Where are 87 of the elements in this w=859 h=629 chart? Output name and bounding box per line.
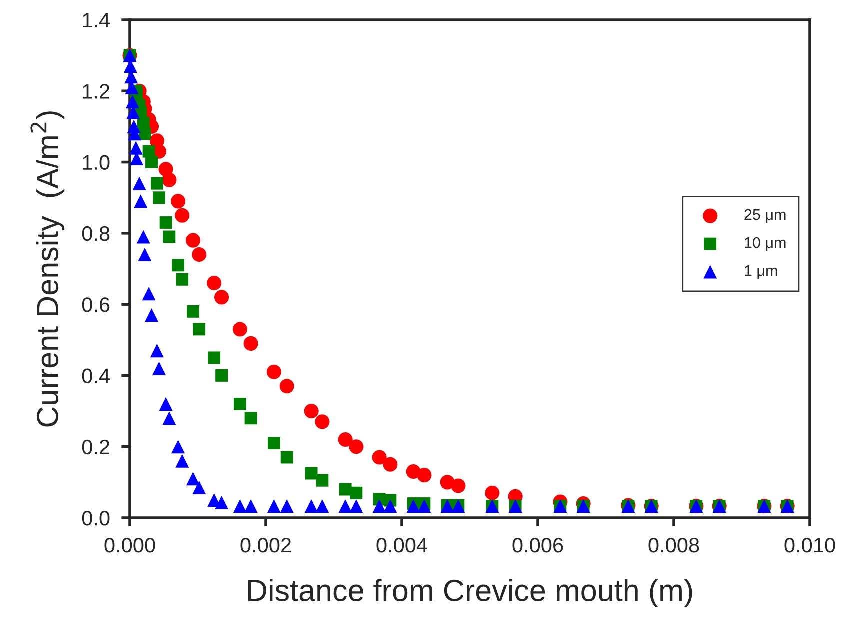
- x-tick-label: 0.010: [784, 538, 836, 553]
- point: [138, 128, 152, 140]
- point: [150, 177, 164, 190]
- point: [126, 95, 140, 109]
- point: [350, 499, 364, 514]
- point: [338, 499, 352, 514]
- point: [172, 259, 184, 272]
- point: [244, 412, 258, 425]
- point: [162, 172, 177, 188]
- point: [214, 290, 230, 305]
- point: [372, 450, 387, 465]
- y-tick-label: 0.6: [82, 298, 110, 312]
- point: [316, 499, 330, 514]
- point: [176, 454, 190, 468]
- legend-label: 10 μm: [745, 237, 786, 251]
- point: [132, 176, 146, 190]
- point: [417, 468, 432, 483]
- point: [232, 322, 248, 337]
- point: [150, 344, 164, 358]
- point: [338, 432, 353, 448]
- x-tick-label: 0.002: [240, 538, 292, 553]
- point: [244, 336, 258, 351]
- point: [175, 208, 190, 223]
- point: [136, 230, 150, 244]
- point: [186, 472, 200, 486]
- point: [268, 437, 280, 450]
- point: [192, 247, 207, 262]
- point: [384, 499, 398, 514]
- point: [162, 412, 176, 426]
- point: [280, 451, 294, 464]
- y-tick-label: 1.2: [83, 84, 110, 99]
- point: [138, 248, 152, 262]
- point: [280, 499, 294, 514]
- point: [244, 499, 258, 514]
- point: [315, 414, 330, 430]
- point: [187, 305, 200, 318]
- point: [266, 364, 282, 380]
- point: [207, 276, 222, 291]
- legend-label: 1 μm: [745, 266, 778, 279]
- point: [159, 397, 173, 411]
- point: [485, 486, 500, 500]
- point: [406, 499, 420, 514]
- point: [142, 287, 156, 301]
- y-tick-label: 0.2: [82, 440, 110, 455]
- point: [134, 194, 148, 208]
- point: [305, 467, 318, 480]
- point: [146, 156, 158, 168]
- point: [176, 273, 189, 286]
- point: [234, 398, 246, 410]
- point: [418, 499, 432, 514]
- point: [233, 499, 247, 514]
- y-tick-label: 1.0: [83, 155, 110, 170]
- x-tick-label: 0.008: [648, 538, 700, 553]
- point: [129, 141, 143, 155]
- y-tick-label: 1.4: [83, 13, 110, 28]
- point: [186, 233, 201, 248]
- y-tick-label: 0.0: [82, 511, 110, 526]
- y-tick-label: 0.4: [82, 368, 110, 384]
- point: [372, 499, 386, 514]
- x-tick-label: 0.000: [104, 538, 156, 553]
- point: [144, 308, 159, 322]
- x-tick-label: 0.004: [376, 538, 428, 553]
- point: [192, 480, 206, 495]
- y-axis-title: Current Density (A/m$^{2}$): [30, 112, 65, 427]
- point: [153, 192, 166, 204]
- point: [304, 404, 319, 419]
- point: [383, 457, 398, 472]
- point: [280, 379, 294, 394]
- point: [208, 352, 221, 364]
- point: [163, 230, 176, 244]
- x-axis-title: Distance from Crevice mouth (m): [248, 579, 692, 608]
- legend-label: 25 μm: [744, 209, 786, 223]
- point: [215, 496, 229, 510]
- point: [193, 323, 206, 336]
- point: [216, 370, 228, 382]
- y-tick-label: 0.8: [82, 226, 110, 242]
- point: [304, 499, 318, 514]
- point: [451, 478, 466, 494]
- point: [267, 499, 281, 514]
- point: [160, 216, 172, 229]
- point: [152, 362, 166, 376]
- point: [349, 440, 364, 454]
- x-tick-label: 0.006: [512, 538, 564, 553]
- point: [172, 440, 186, 454]
- point: [316, 474, 329, 487]
- point: [170, 194, 186, 209]
- point: [350, 486, 363, 500]
